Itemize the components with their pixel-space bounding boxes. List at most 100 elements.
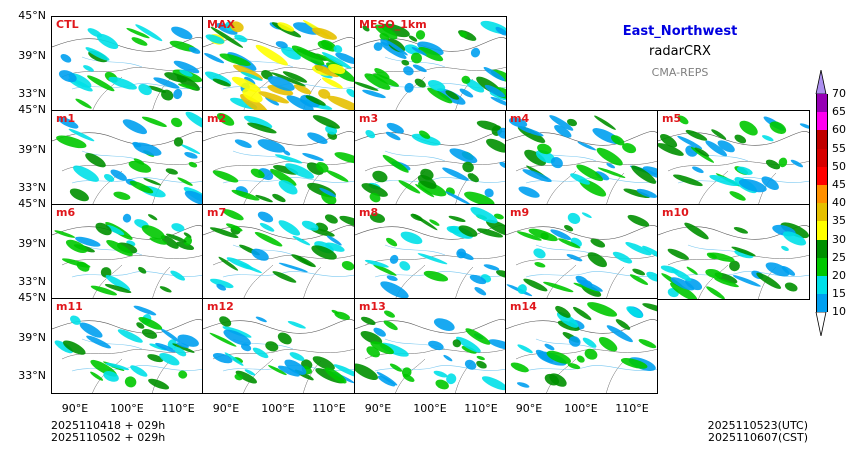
precip-cell [312, 27, 337, 40]
precip-cell [286, 95, 314, 111]
map-panel-meso_1km: MESO_1km [354, 16, 507, 112]
precip-cell [259, 222, 275, 232]
precip-cell [270, 168, 297, 186]
map-panel-m11: m11 [51, 298, 204, 394]
precip-cell [464, 359, 477, 370]
precip-cell [326, 235, 342, 246]
precip-cell [615, 319, 631, 330]
precip-cell [411, 133, 441, 146]
precip-cell [799, 123, 809, 129]
precip-cell [706, 286, 725, 299]
precip-cell [642, 303, 657, 313]
precip-cell [320, 39, 337, 52]
precip-cell [184, 190, 203, 205]
precip-cell [380, 41, 407, 59]
precip-cell [533, 248, 546, 259]
precip-cell [667, 248, 689, 260]
precip-cell [85, 47, 110, 61]
precip-cell [257, 139, 286, 153]
colorbar-tick-label: 30 [832, 232, 846, 246]
precip-cell [54, 340, 74, 354]
precip-cell [481, 376, 506, 391]
precip-cell [576, 279, 603, 292]
precip-cell [369, 192, 381, 203]
precip-cell [173, 137, 184, 147]
colorbar-segment [816, 112, 828, 131]
precip-cell [161, 89, 174, 101]
precip-cell [327, 95, 354, 111]
precip-cell [355, 363, 378, 381]
precip-cell [673, 174, 703, 187]
precip-cell [423, 270, 449, 282]
precip-cell [278, 180, 298, 195]
precip-cell [361, 183, 388, 197]
precip-cell [385, 131, 401, 141]
precip-cell [577, 141, 597, 151]
precip-cell [546, 350, 572, 364]
precip-cell [147, 85, 167, 93]
precip-cell [658, 143, 684, 156]
precip-cell [108, 76, 137, 90]
precip-cell [143, 177, 162, 186]
precip-cell [765, 262, 790, 277]
precip-cell [312, 115, 340, 129]
precip-cell [326, 170, 349, 182]
precip-cell [176, 342, 189, 348]
precip-cell [470, 47, 481, 58]
precip-cell [188, 46, 201, 54]
precip-cell [113, 191, 131, 200]
precip-cell [110, 169, 127, 181]
precip-cell [277, 22, 295, 32]
precip-cell [384, 310, 395, 318]
precip-cell [242, 88, 263, 103]
precip-cell [517, 231, 542, 241]
precip-cell [106, 239, 133, 257]
precip-cell [476, 360, 487, 369]
precip-cell [212, 78, 231, 87]
precip-cell [224, 352, 244, 366]
precip-cell [790, 159, 804, 168]
precip-cell [167, 339, 177, 350]
lat-tick-label: 33°N [18, 369, 46, 382]
precip-cell [717, 140, 735, 153]
precip-cell [147, 354, 164, 363]
precip-cell [620, 358, 648, 369]
precip-cell [131, 37, 148, 46]
precip-cell [398, 180, 421, 194]
precip-cell [170, 270, 186, 281]
precip-cell [86, 335, 112, 349]
precip-cell [510, 362, 529, 373]
precip-cell [373, 73, 399, 87]
precip-cell [496, 270, 506, 279]
precip-cell [573, 282, 600, 293]
precip-cell [534, 262, 546, 268]
precip-cell [234, 34, 248, 43]
map-panel-max: MAX [202, 16, 355, 112]
precip-cell [386, 122, 404, 134]
colorbar-tick-label: 20 [832, 269, 846, 282]
precip-cell [244, 369, 256, 376]
precip-cell [346, 88, 354, 98]
precip-cell [419, 130, 431, 139]
precip-cell [581, 212, 592, 219]
colorbar-segment [816, 276, 828, 295]
precip-cell [257, 211, 274, 223]
precip-cell [307, 132, 328, 144]
precip-cell [365, 129, 376, 139]
precip-cell [138, 266, 147, 274]
precip-cell [731, 246, 756, 257]
precip-cell [87, 28, 103, 38]
precip-cell [212, 352, 233, 364]
precip-cell [377, 375, 396, 387]
precip-cell [566, 254, 583, 262]
map-panel-ctl: CTL [51, 16, 204, 112]
precip-cell [474, 287, 487, 296]
precip-cell [433, 318, 455, 331]
map-panel-m4: m4 [505, 110, 658, 206]
precip-cell [412, 64, 427, 73]
precip-cell [594, 115, 616, 130]
precip-cell [76, 261, 90, 272]
precip-cell [328, 63, 346, 75]
colorbar-tick-label: 10 [832, 305, 846, 319]
precip-cell [784, 282, 798, 292]
